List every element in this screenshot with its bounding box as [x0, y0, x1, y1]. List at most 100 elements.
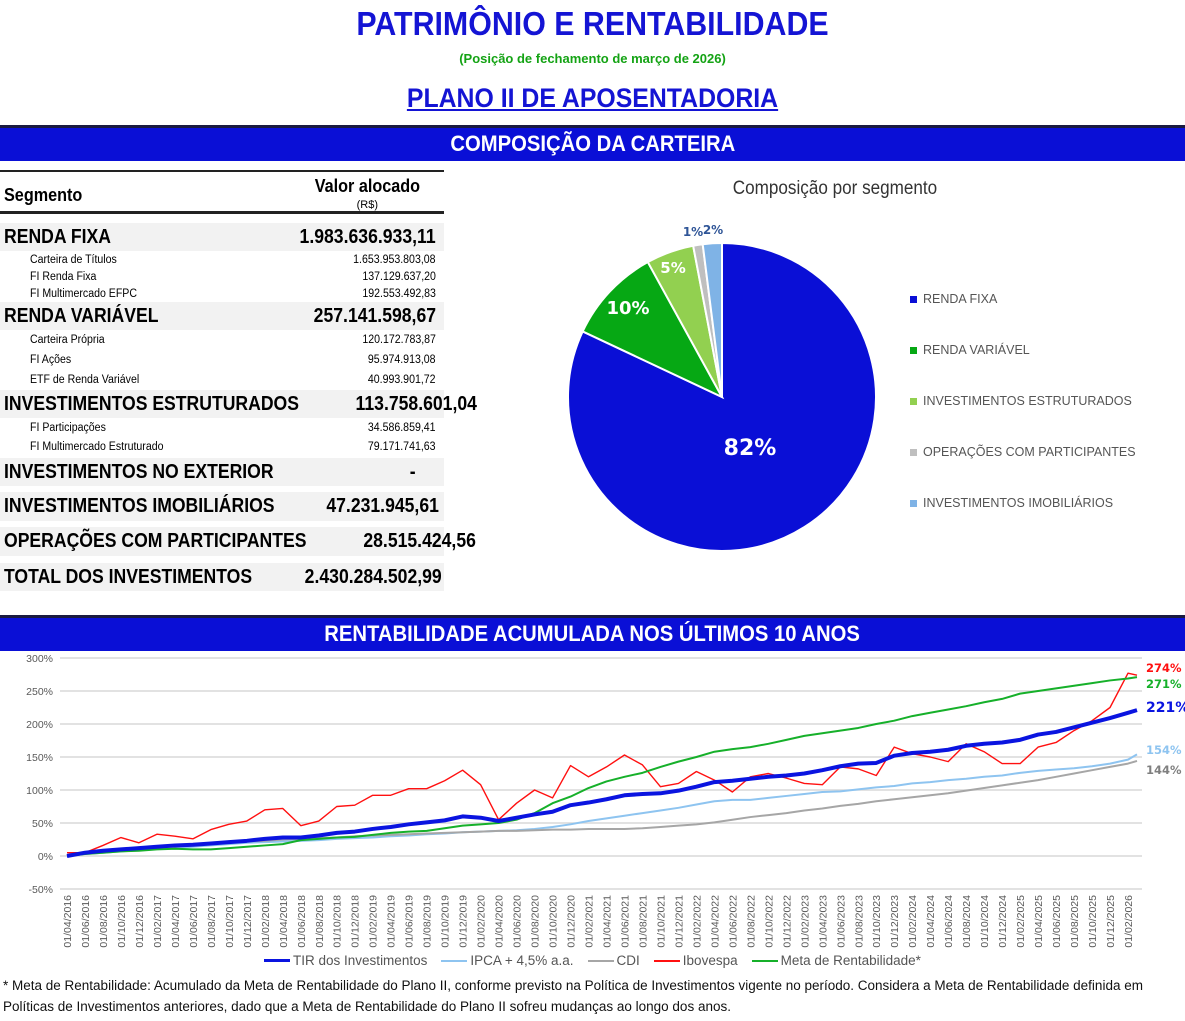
row-value: 1.653.953.803,08: [353, 253, 436, 266]
x-tick-label: 01/10/2016: [116, 895, 128, 948]
x-tick-label: 01/04/2023: [817, 895, 829, 948]
row-label: RENDA VARIÁVEL: [4, 304, 159, 327]
pie-legend-item: INVESTIMENTOS IMOBILIÁRIOS: [910, 496, 1113, 510]
row-label: FI Ações: [30, 354, 72, 366]
col-value: Valor alocado: [314, 176, 420, 196]
row-value: 34.586.859,41: [368, 421, 436, 434]
row-value: 1.983.636.933,11: [299, 225, 436, 248]
pie-legend-item: RENDA FIXA: [910, 292, 997, 306]
line-legend-item: CDI: [587, 953, 640, 968]
x-tick-label: 01/12/2020: [566, 895, 578, 948]
legend-swatch: [587, 959, 614, 962]
pie-data-label: 82%: [724, 436, 777, 461]
row-value: 40.993.901,72: [368, 374, 436, 386]
x-tick-label: 01/04/2022: [709, 895, 721, 948]
y-tick-label: 200%: [26, 719, 53, 731]
pie-title: Composição por segmento: [732, 178, 938, 199]
pie-data-label: 1%: [683, 225, 703, 239]
x-tick-label: 01/06/2024: [943, 895, 955, 948]
x-tick-label: 01/06/2023: [835, 895, 847, 948]
pie-legend-item: OPERAÇÕES COM PARTICIPANTES: [910, 445, 1136, 459]
legend-label: OPERAÇÕES COM PARTICIPANTES: [923, 445, 1136, 459]
row-label: TOTAL DOS INVESTIMENTOS: [4, 565, 253, 588]
x-tick-label: 01/12/2025: [1105, 895, 1117, 948]
col-unit: (R$): [356, 199, 378, 211]
series-end-label: 144%: [1146, 763, 1182, 777]
row-label: FI Renda Fixa: [30, 270, 97, 283]
x-tick-label: 01/04/2016: [62, 895, 74, 948]
x-tick-label: 01/12/2021: [673, 895, 685, 948]
pie-data-label: 2%: [703, 223, 723, 237]
row-value: 120.172.783,87: [362, 334, 436, 346]
x-tick-label: 01/08/2017: [206, 895, 218, 948]
x-tick-label: 01/08/2018: [314, 895, 326, 948]
x-tick-label: 01/06/2021: [619, 895, 631, 948]
x-tick-label: 01/10/2024: [979, 895, 991, 948]
segment-row: INVESTIMENTOS ESTRUTURADOS 113.758.601,04: [0, 390, 477, 418]
x-tick-label: 01/06/2016: [80, 895, 92, 948]
col-segment: Segmento: [4, 185, 83, 205]
page-title: PATRIMÔNIO E RENTABILIDADE: [356, 5, 829, 42]
table-header: Segmento Valor alocado (R$): [0, 170, 444, 214]
x-tick-label: 01/04/2021: [601, 895, 613, 948]
x-tick-label: 01/02/2021: [584, 895, 596, 948]
x-tick-label: 01/08/2019: [422, 895, 434, 948]
x-tick-label: 01/12/2019: [458, 895, 470, 948]
x-tick-label: 01/08/2016: [98, 895, 110, 948]
y-tick-label: 100%: [26, 785, 53, 797]
y-tick-label: 300%: [26, 653, 53, 665]
x-tick-label: 01/08/2023: [853, 895, 865, 948]
legend-swatch: [264, 958, 291, 963]
pie-data-label: 5%: [660, 259, 685, 277]
pie-legend-item: RENDA VARIÁVEL: [910, 343, 1030, 357]
row-value: -: [410, 460, 416, 483]
legend-label: RENDA VARIÁVEL: [923, 343, 1030, 357]
line-legend-item: Ibovespa: [653, 953, 738, 968]
x-tick-label: 01/08/2020: [530, 895, 542, 948]
section-title: RENTABILIDADE ACUMULADA NOS ÚLTIMOS 10 A…: [324, 621, 861, 646]
segment-row: INVESTIMENTOS NO EXTERIOR -: [0, 458, 444, 486]
legend-swatch: [441, 959, 468, 962]
line-chart: -50% 0% 50% 100% 150% 200% 250% 300% 01/04/2016 0…: [26, 653, 1185, 948]
subsegment-row: FI Multimercado Estruturado 79.171.741,63: [0, 437, 444, 456]
subsegment-row: ETF de Renda Variável 40.993.901,72: [0, 370, 444, 390]
series-line: [66, 676, 1138, 857]
y-tick-label: 150%: [26, 752, 53, 764]
plan-title: PLANO II DE APOSENTADORIA: [406, 83, 779, 113]
x-tick-label: 01/10/2023: [871, 895, 883, 948]
row-value: 113.758.601,04: [355, 392, 478, 415]
x-tick-label: 01/10/2019: [440, 895, 452, 948]
row-label: OPERAÇÕES COM PARTICIPANTES: [4, 530, 307, 552]
series-line: [66, 708, 1138, 858]
segment-row: OPERAÇÕES COM PARTICIPANTES 28.515.424,56: [0, 527, 476, 556]
segment-row: RENDA VARIÁVEL 257.141.598,67: [0, 302, 444, 330]
x-tick-label: 01/08/2025: [1069, 895, 1081, 948]
x-tick-label: 01/06/2022: [727, 895, 739, 948]
x-tick-label: 01/04/2020: [494, 895, 506, 948]
line-legend: TIR dos Investimentos IPCA + 4,5% a.a. CDI…: [0, 953, 1185, 968]
x-tick-label: 01/10/2018: [332, 895, 344, 948]
x-tick-label: 01/04/2024: [925, 895, 937, 948]
x-tick-label: 01/10/2022: [763, 895, 775, 948]
row-value: 79.171.741,63: [368, 440, 436, 453]
legend-swatch: [910, 448, 917, 456]
x-tick-label: 01/06/2018: [296, 895, 308, 948]
segment-row: RENDA FIXA 1.983.636.933,11: [0, 223, 444, 251]
row-label: RENDA FIXA: [4, 225, 111, 248]
x-tick-label: 01/02/2019: [368, 895, 380, 948]
subsegment-row: FI Multimercado EFPC 192.553.492,83: [0, 285, 444, 302]
y-tick-label: -50%: [28, 884, 53, 896]
row-label: FI Multimercado Estruturado: [30, 440, 164, 453]
row-label: ETF de Renda Variável: [30, 374, 140, 386]
x-tick-label: 01/02/2024: [907, 895, 919, 948]
legend-label: Ibovespa: [682, 953, 738, 968]
x-tick-label: 01/06/2025: [1051, 895, 1063, 948]
x-tick-label: 01/02/2022: [691, 895, 703, 948]
row-label: FI Multimercado EFPC: [30, 287, 138, 300]
section-banner-composition: COMPOSIÇÃO DA CARTEIRA: [0, 125, 1185, 161]
segment-row: INVESTIMENTOS IMOBILIÁRIOS 47.231.945,61: [0, 492, 444, 521]
legend-swatch: [910, 346, 917, 354]
x-tick-label: 01/10/2021: [655, 895, 667, 948]
x-tick-label: 01/02/2025: [1015, 895, 1027, 948]
page-subtitle: (Posição de fechamento de março de 2026): [459, 51, 726, 66]
